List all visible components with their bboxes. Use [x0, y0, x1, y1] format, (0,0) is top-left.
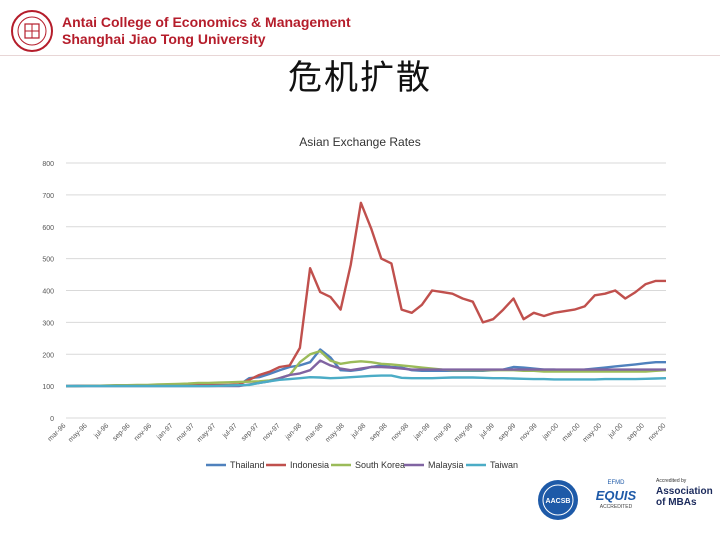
slide-title: 危机扩散	[288, 58, 432, 98]
x-tick-label: jul-96	[93, 422, 111, 440]
x-tick-label: mar-98	[304, 422, 325, 443]
chart-title: Asian Exchange Rates	[299, 135, 420, 149]
x-tick-label: jul-98	[350, 422, 368, 440]
x-tick-label: may-00	[582, 422, 604, 444]
aacsb-logo-icon: AACSB	[538, 480, 578, 520]
exchange-rate-chart: Asian Exchange Rates 0 100 200 300 400 500 600 7…	[42, 135, 667, 470]
accreditation-badges: AACSB EFMD EQUIS ACCREDITED Accredited b…	[536, 478, 713, 534]
y-tick-label: 100	[42, 384, 54, 391]
x-tick-label: nov-97	[262, 422, 282, 442]
x-tick-label: sep-00	[626, 422, 646, 442]
x-tick-label: may-99	[453, 422, 475, 444]
series-line-indonesia	[66, 201, 666, 388]
series-line-malaysia	[66, 359, 666, 388]
x-tick-label: nov-99	[519, 422, 539, 442]
y-tick-label: 0	[50, 416, 54, 423]
x-tick-label: sep-96	[112, 422, 132, 442]
x-tick-label: may-98	[325, 422, 347, 444]
legend-label-south-korea: South Korea	[355, 460, 405, 470]
university-seal-icon	[11, 10, 53, 52]
x-tick-label: sep-99	[497, 422, 517, 442]
x-tick-label: mar-00	[561, 422, 582, 443]
equis-logo: EFMD EQUIS ACCREDITED	[592, 480, 640, 528]
legend-label-taiwan: Taiwan	[490, 460, 518, 470]
x-tick-label: jan-97	[155, 422, 174, 441]
legend-label-indonesia: Indonesia	[290, 460, 329, 470]
x-tick-label: jul-97	[221, 422, 239, 440]
y-tick-label: 700	[42, 193, 54, 200]
legend-label-malaysia: Malaysia	[428, 460, 464, 470]
efmd-label: EFMD	[607, 480, 625, 486]
college-name: Antai College of Economics & Management …	[62, 14, 351, 48]
x-tick-label: sep-98	[369, 422, 389, 442]
equis-label: EQUIS	[595, 488, 637, 503]
x-tick-label: jan-00	[541, 422, 560, 441]
x-tick-label: may-97	[196, 422, 218, 444]
college-line-1: Antai College of Economics & Management	[62, 14, 351, 30]
amba-pre-label: Accredited by	[656, 478, 687, 484]
x-tick-label: mar-96	[47, 422, 68, 443]
college-line-2: Shanghai Jiao Tong University	[62, 31, 266, 47]
x-tick-label: nov-96	[133, 422, 153, 442]
equis-sub-label: ACCREDITED	[599, 504, 633, 510]
y-tick-label: 600	[42, 225, 54, 232]
header-divider	[0, 55, 720, 56]
x-tick-label: jan-99	[412, 422, 431, 441]
series-line-south-korea	[66, 349, 667, 388]
x-tick-label: sep-97	[240, 422, 260, 442]
y-tick-label: 800	[42, 161, 54, 168]
x-tick-label: jul-00	[607, 422, 625, 440]
x-tick-label: nov-98	[390, 422, 410, 442]
legend-label-thailand: Thailand	[230, 460, 265, 470]
y-tick-label: 400	[42, 289, 54, 296]
x-tick-label: jan-98	[284, 422, 303, 441]
y-tick-label: 300	[42, 320, 54, 327]
x-tick-label: mar-97	[175, 422, 196, 443]
header: Antai College of Economics & Management …	[0, 0, 720, 52]
y-tick-label: 500	[42, 257, 54, 264]
x-tick-label: mar-99	[432, 422, 453, 443]
aacsb-label: AACSB	[546, 498, 571, 505]
amba-line-2: of MBAs	[656, 497, 697, 508]
amba-logo: Accredited by Association of MBAs	[656, 478, 713, 530]
x-tick-label: jul-99	[478, 422, 496, 440]
y-tick-label: 200	[42, 352, 54, 359]
x-tick-label: may-96	[67, 422, 89, 444]
amba-line-1: Association	[656, 486, 713, 497]
x-tick-label: nov-00	[647, 422, 667, 442]
series-line-taiwan	[66, 374, 667, 388]
